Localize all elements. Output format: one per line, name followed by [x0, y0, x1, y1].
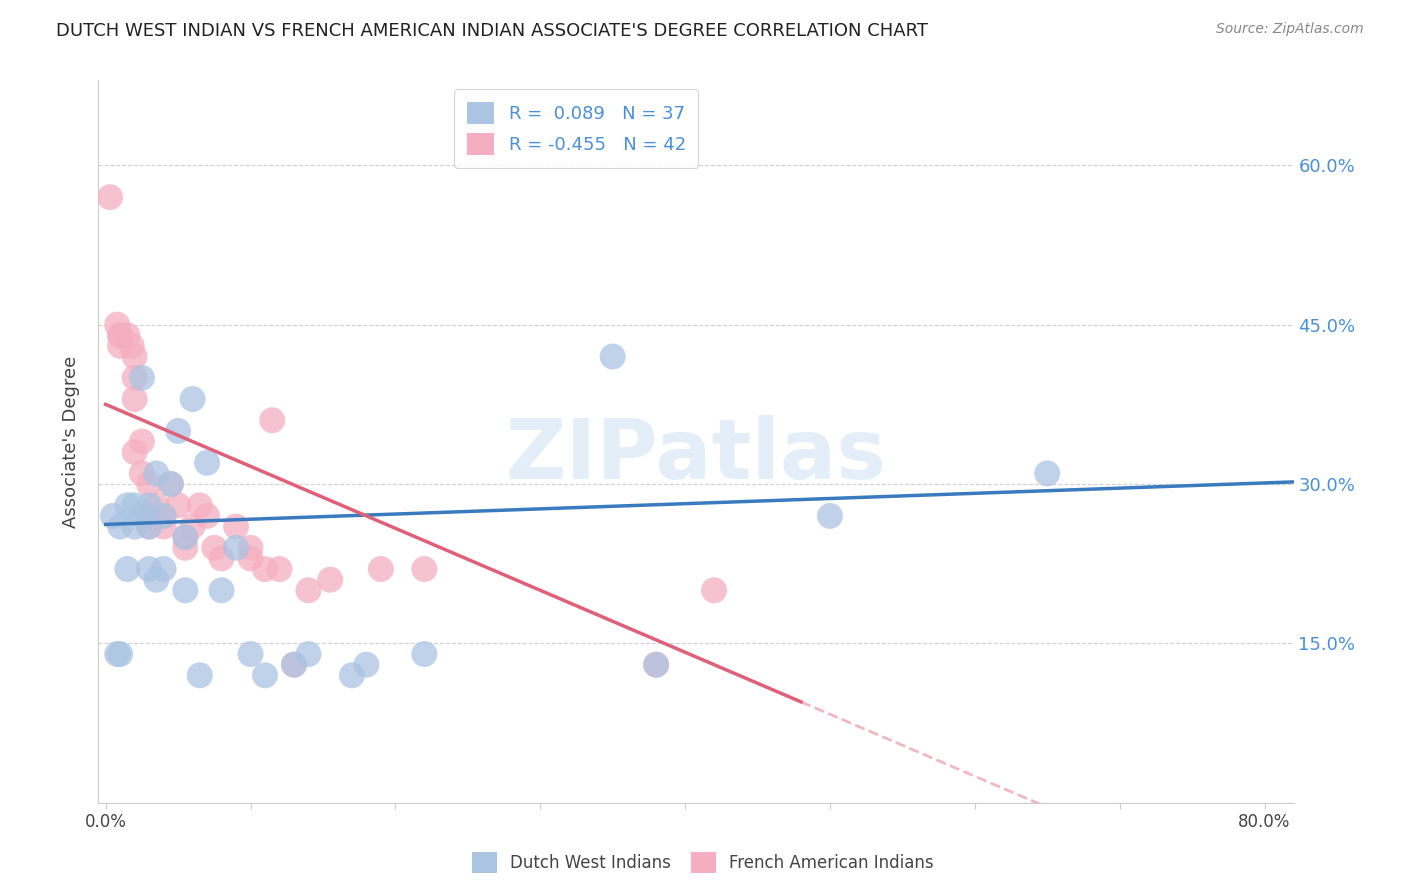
Point: [160, 477, 183, 491]
Point: [117, 498, 139, 512]
Point: [340, 668, 363, 682]
Point: [108, 519, 131, 533]
Point: [138, 562, 160, 576]
Point: [124, 371, 146, 385]
Point: [117, 562, 139, 576]
Point: [145, 467, 167, 481]
Point: [818, 508, 841, 523]
Point: [195, 456, 218, 470]
Point: [121, 339, 143, 353]
Point: [262, 413, 284, 427]
Text: ZIPatlas: ZIPatlas: [506, 416, 886, 497]
Point: [225, 541, 247, 555]
Point: [269, 562, 291, 576]
Point: [145, 498, 167, 512]
Text: Source: ZipAtlas.com: Source: ZipAtlas.com: [1216, 22, 1364, 37]
Point: [211, 551, 233, 566]
Point: [413, 647, 436, 661]
Point: [356, 657, 378, 672]
Point: [195, 508, 218, 523]
Point: [167, 498, 190, 512]
Point: [108, 328, 131, 343]
Point: [138, 477, 160, 491]
Point: [645, 657, 668, 672]
Point: [174, 530, 197, 544]
Point: [124, 445, 146, 459]
Point: [152, 508, 174, 523]
Point: [174, 583, 197, 598]
Point: [1036, 467, 1059, 481]
Point: [124, 392, 146, 406]
Point: [174, 530, 197, 544]
Point: [131, 434, 153, 449]
Point: [188, 498, 211, 512]
Point: [105, 647, 128, 661]
Point: [105, 318, 128, 332]
Point: [370, 562, 392, 576]
Point: [131, 371, 153, 385]
Point: [138, 519, 160, 533]
Point: [297, 583, 319, 598]
Point: [645, 657, 668, 672]
Point: [413, 562, 436, 576]
Point: [108, 647, 131, 661]
Point: [225, 519, 247, 533]
Point: [239, 647, 262, 661]
Point: [202, 541, 225, 555]
Point: [297, 647, 319, 661]
Point: [239, 541, 262, 555]
Point: [138, 498, 160, 512]
Point: [138, 508, 160, 523]
Point: [253, 562, 276, 576]
Legend: R =  0.089   N = 37, R = -0.455   N = 42: R = 0.089 N = 37, R = -0.455 N = 42: [454, 89, 699, 168]
Point: [152, 562, 174, 576]
Point: [98, 190, 121, 204]
Point: [145, 573, 167, 587]
Point: [167, 424, 190, 438]
Point: [138, 519, 160, 533]
Point: [160, 477, 183, 491]
Point: [152, 508, 174, 523]
Point: [108, 328, 131, 343]
Point: [131, 467, 153, 481]
Point: [108, 339, 131, 353]
Point: [101, 508, 124, 523]
Point: [124, 519, 146, 533]
Legend: Dutch West Indians, French American Indians: Dutch West Indians, French American Indi…: [465, 846, 941, 880]
Point: [124, 350, 146, 364]
Point: [181, 392, 204, 406]
Text: DUTCH WEST INDIAN VS FRENCH AMERICAN INDIAN ASSOCIATE'S DEGREE CORRELATION CHART: DUTCH WEST INDIAN VS FRENCH AMERICAN IND…: [56, 22, 928, 40]
Point: [131, 508, 153, 523]
Point: [117, 328, 139, 343]
Point: [152, 519, 174, 533]
Point: [174, 541, 197, 555]
Point: [283, 657, 305, 672]
Point: [188, 668, 211, 682]
Y-axis label: Associate's Degree: Associate's Degree: [62, 355, 80, 528]
Point: [181, 519, 204, 533]
Point: [253, 668, 276, 682]
Point: [283, 657, 305, 672]
Point: [124, 498, 146, 512]
Point: [138, 508, 160, 523]
Point: [703, 583, 725, 598]
Point: [602, 350, 624, 364]
Point: [239, 551, 262, 566]
Point: [319, 573, 342, 587]
Point: [211, 583, 233, 598]
